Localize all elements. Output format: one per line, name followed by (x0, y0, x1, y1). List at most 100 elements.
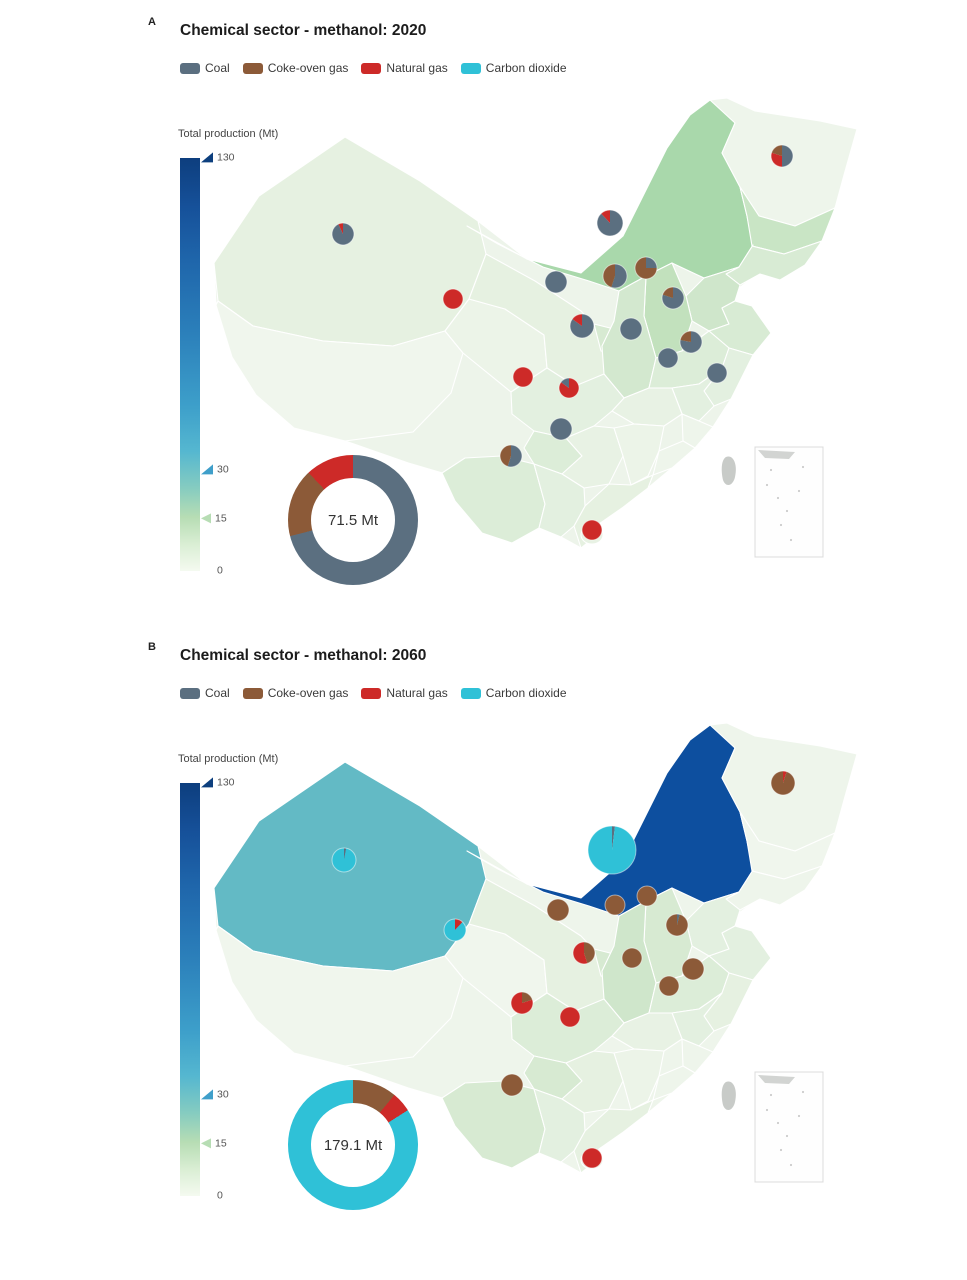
production-pie-marker (549, 417, 573, 441)
colorbar-ticks: 130 30 15 0 (180, 151, 420, 576)
production-pie-marker (657, 347, 679, 369)
province-yunnan (441, 455, 546, 544)
coal-swatch-icon (180, 62, 200, 74)
panel-b-title: Chemical sector - methanol: 2060 (180, 647, 427, 664)
legend-label: Natural gas (386, 61, 448, 75)
colorbar-tick-130: 130 (201, 151, 235, 163)
province-zhejiang (681, 413, 714, 449)
colorbar-tick-130: 130 (201, 776, 235, 788)
china-map-2060 (213, 722, 858, 1183)
tick-triangle-icon (201, 777, 213, 788)
taiwan-island (721, 1081, 736, 1111)
china-map-2020 (213, 97, 858, 558)
production-pie-marker (443, 918, 467, 942)
colorbar-tick-0: 0 (201, 1189, 223, 1201)
production-pie-marker (665, 913, 689, 937)
coal-swatch-icon (180, 687, 200, 699)
coke-oven-gas-swatch-icon (242, 687, 263, 699)
province-liaoning (725, 240, 823, 286)
production-pie-marker (331, 222, 355, 246)
legend-label: Coal (205, 61, 230, 75)
province-tibet (215, 300, 464, 442)
production-pie-marker (442, 288, 464, 310)
legend-label: Coke-oven gas (267, 686, 349, 700)
production-pie-marker (559, 1006, 581, 1028)
colorbar-tick-30: 30 (201, 463, 229, 475)
production-pie-marker (679, 330, 703, 354)
tick-triangle-icon (201, 1137, 211, 1148)
production-pie-marker (706, 362, 728, 384)
production-pie-marker (602, 263, 628, 289)
production-pie-marker (619, 317, 643, 341)
legend-item-coal: Coal (180, 686, 230, 700)
donut-hole: 71.5 Mt (311, 478, 395, 562)
colorbar-title: Total production (Mt) (178, 753, 279, 765)
legend-item-carbon-dioxide: Carbon dioxide (460, 686, 567, 700)
legend-item-natural-gas: Natural gas (361, 686, 448, 700)
tick-label: 15 (215, 511, 227, 524)
colorbar: 130 30 15 0 (180, 776, 420, 1203)
production-pie-marker (546, 898, 570, 922)
donut-chart-2060: 179.1 Mt (288, 1080, 418, 1210)
tick-label: 30 (217, 463, 229, 476)
tick-triangle-icon (201, 1089, 213, 1100)
taiwan-island (721, 456, 736, 486)
production-pie-marker (581, 1147, 603, 1169)
panel-a-title: Chemical sector - methanol: 2020 (180, 22, 427, 39)
south-china-sea-inset (754, 446, 824, 558)
colorbar: 130 30 15 0 (180, 151, 420, 578)
production-pie-marker (681, 957, 705, 981)
production-pie-marker (587, 825, 637, 875)
panel-b: B Chemical sector - methanol: 2060 Coal … (0, 625, 967, 1280)
legend-item-coal: Coal (180, 61, 230, 75)
tick-label: 130 (217, 151, 235, 164)
production-pie-marker (770, 770, 796, 796)
total-production-value: 179.1 Mt (323, 1136, 383, 1154)
production-pie-marker (512, 366, 534, 388)
province-liaoning (725, 865, 823, 911)
legend-item-coke-oven-gas: Coke-oven gas (242, 61, 349, 75)
production-pie-marker (569, 313, 595, 339)
production-pie-marker (604, 894, 626, 916)
tick-label: 130 (217, 776, 235, 789)
production-pie-marker (499, 444, 523, 468)
tick-label: 15 (215, 1136, 227, 1149)
production-pie-marker (510, 991, 534, 1015)
production-pie-marker (661, 286, 685, 310)
legend-label: Coke-oven gas (267, 61, 349, 75)
production-pie-marker (500, 1073, 524, 1097)
tick-triangle-icon (201, 464, 213, 475)
panel-b-label: B (148, 641, 156, 653)
colorbar-tick-15: 15 (201, 512, 227, 524)
production-pie-marker (770, 144, 794, 168)
province-jiangxi (613, 423, 665, 486)
province-fujian (652, 1065, 696, 1101)
tick-label: 0 (217, 564, 223, 577)
legend: Coal Coke-oven gas Natural gas Carbon di… (180, 686, 567, 700)
panel-a: A Chemical sector - methanol: 2020 Coal … (148, 16, 858, 585)
province-guangxi (533, 463, 586, 538)
colorbar-gradient (180, 783, 200, 1196)
tick-label: 30 (217, 1088, 229, 1101)
province-zhejiang (681, 1038, 714, 1074)
province-tibet (215, 925, 464, 1067)
colorbar-tick-30: 30 (201, 1088, 229, 1100)
tick-triangle-icon (201, 512, 211, 523)
production-pie-marker (658, 975, 680, 997)
production-pie-marker (331, 847, 357, 873)
colorbar-gradient (180, 158, 200, 571)
south-china-sea-inset (754, 1071, 824, 1183)
province-hubei (611, 1012, 683, 1052)
donut-hole: 179.1 Mt (311, 1103, 395, 1187)
production-pie-marker (544, 270, 568, 294)
production-pie-marker (634, 256, 658, 280)
legend-item-carbon-dioxide: Carbon dioxide (460, 61, 567, 75)
province-hubei (611, 387, 683, 427)
colorbar-tick-15: 15 (201, 1137, 227, 1149)
total-production-value: 71.5 Mt (327, 511, 379, 529)
legend: Coal Coke-oven gas Natural gas Carbon di… (180, 61, 567, 75)
legend-label: Carbon dioxide (485, 61, 567, 75)
province-sichuan (510, 992, 625, 1064)
carbon-dioxide-swatch-icon (460, 687, 481, 699)
